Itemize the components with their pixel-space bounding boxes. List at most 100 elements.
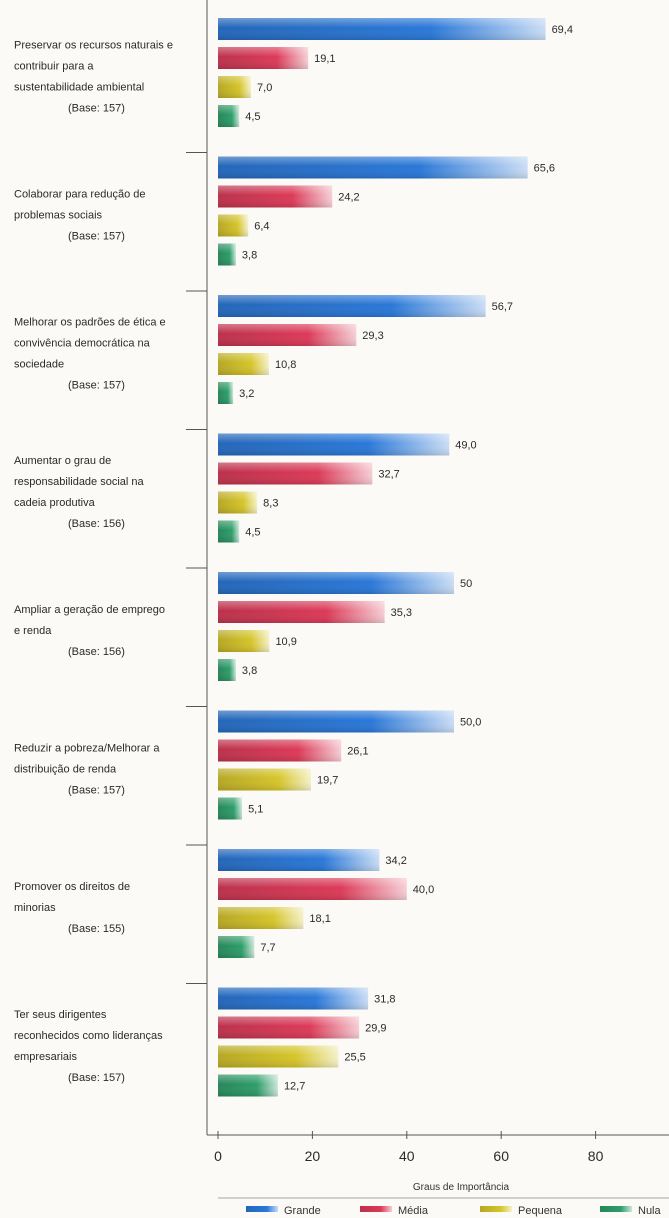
legend-swatch-média [360,1206,392,1212]
bar-shine [218,243,236,266]
category-label-line: Ter seus dirigentes [14,1009,107,1021]
category-label-line: responsabilidade social na [14,476,145,488]
bar-shine [218,768,311,791]
bar-value-label: 69,4 [552,24,573,36]
bar-value-label: 65,6 [534,163,555,175]
legend-swatch-nula [600,1206,632,1212]
category-label-line: convivência democrática na [14,338,151,350]
bar-value-label: 50,0 [460,717,481,729]
legend-swatch-grande [246,1206,278,1212]
bar-shine [218,936,255,958]
bar-shine [218,214,249,237]
category-label-line: Aumentar o grau de [14,455,111,467]
bar-value-label: 34,2 [385,855,406,867]
bar-shine [218,520,240,543]
category-label-line: minorias [14,902,56,914]
x-tick-label: 40 [399,1148,415,1164]
bar-value-label: 49,0 [455,440,476,452]
bar-shine [218,18,546,40]
x-tick-label: 80 [588,1148,604,1164]
category-label-line: e renda [14,625,52,637]
category-label-line: distribuição de renda [14,764,117,776]
bar-shine [218,1016,360,1039]
bar-value-label: 56,7 [492,301,513,313]
bar-shine [218,382,234,404]
bar-shine [218,987,369,1010]
bar-value-label: 35,3 [391,607,412,619]
category-label-line: Reduzir a pobreza/Melhorar a [14,743,160,755]
legend-label: Média [398,1205,429,1217]
bar-shine [218,739,342,762]
bar-shine [218,1074,278,1097]
category-base-label: (Base: 157) [68,785,125,797]
bar-shine [218,659,236,681]
bar-shine [218,295,486,317]
legend-swatch-pequena [480,1206,512,1212]
x-axis-title: Graus de Importância [413,1182,510,1193]
category-label-line: Preservar os recursos naturais e [14,40,173,52]
bar-value-label: 4,5 [245,527,260,539]
category-label-line: Ampliar a geração de emprego [14,604,165,616]
x-tick-label: 20 [305,1148,321,1164]
category-label-line: contribuir para a [14,61,94,73]
bar-value-label: 29,3 [362,330,383,342]
category-label-line: Promover os direitos de [14,881,130,893]
bar-value-label: 31,8 [374,994,395,1006]
bar-value-label: 3,8 [242,250,257,262]
bar-value-label: 26,1 [347,746,368,758]
legend-label: Nula [638,1205,662,1217]
bar-shine [218,907,304,929]
bar-value-label: 7,0 [257,82,272,94]
category-base-label: (Base: 156) [68,518,125,530]
bar-shine [218,76,252,98]
bar-value-label: 8,3 [263,498,278,510]
bar-shine [218,324,357,346]
category-label-line: sustentabilidade ambiental [14,82,144,94]
category-label-line: sociedade [14,359,64,371]
bar-shine [218,572,454,594]
bar-shine [218,797,243,820]
bar-value-label: 3,8 [242,665,257,677]
legend-label: Pequena [518,1205,563,1217]
bar-value-label: 32,7 [378,469,399,481]
bar-shine [218,105,240,127]
category-label-line: reconhecidos como lideranças [14,1030,163,1042]
category-label-line: Melhorar os padrões de ética e [14,317,166,329]
bar-shine [218,630,270,652]
bar-value-label: 6,4 [254,221,269,233]
bar-value-label: 19,7 [317,775,338,787]
bar-value-label: 12,7 [284,1081,305,1093]
bar-value-label: 7,7 [260,942,275,954]
category-base-label: (Base: 156) [68,646,125,658]
bar-value-label: 5,1 [248,804,263,816]
category-base-label: (Base: 157) [68,1072,125,1084]
bar-value-label: 50 [460,578,472,590]
category-base-label: (Base: 157) [68,231,125,243]
bar-value-label: 24,2 [338,192,359,204]
bar-shine [218,433,450,456]
bar-shine [218,849,380,871]
bar-value-label: 18,1 [309,913,330,925]
bar-value-label: 3,2 [239,388,254,400]
bar-shine [218,710,454,733]
bar-shine [218,156,528,179]
bar-shine [218,1045,339,1068]
bar-value-label: 29,9 [365,1023,386,1035]
category-label-line: cadeia produtiva [14,497,96,509]
category-base-label: (Base: 157) [68,380,125,392]
bar-shine [218,878,407,900]
bar-shine [218,353,269,375]
category-label-line: empresariais [14,1051,77,1063]
x-tick-label: 0 [214,1148,222,1164]
category-base-label: (Base: 155) [68,923,125,935]
bar-value-label: 25,5 [344,1052,365,1064]
bar-shine [218,491,258,514]
legend-label: Grande [284,1205,321,1217]
category-label-line: problemas sociais [14,210,103,222]
bar-value-label: 19,1 [314,53,335,65]
bar-value-label: 40,0 [413,884,434,896]
bar-shine [218,462,373,485]
bar-value-label: 10,9 [275,636,296,648]
